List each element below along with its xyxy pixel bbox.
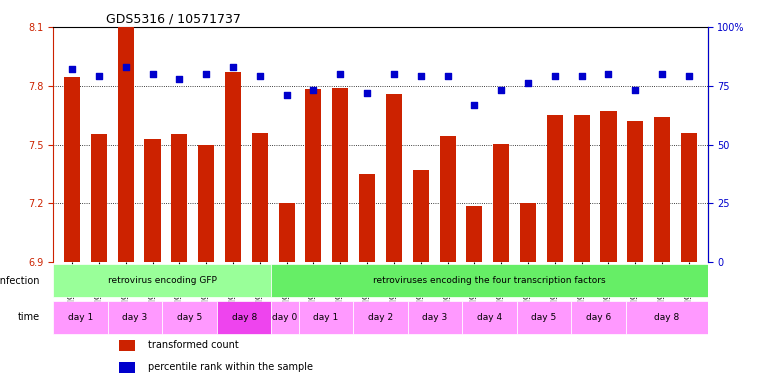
Text: day 2: day 2: [368, 313, 393, 322]
Bar: [171, 134, 187, 262]
Point: [227, 64, 239, 70]
Text: day 0: day 0: [272, 313, 298, 322]
Bar: [279, 204, 295, 262]
Point: [522, 80, 534, 86]
FancyBboxPatch shape: [162, 301, 217, 334]
Bar: [119, 362, 135, 373]
Point: [575, 73, 587, 79]
FancyBboxPatch shape: [53, 301, 108, 334]
FancyBboxPatch shape: [272, 301, 299, 334]
Bar: [493, 144, 509, 262]
Bar: [600, 111, 616, 262]
Bar: [520, 204, 536, 262]
Point: [683, 73, 695, 79]
FancyBboxPatch shape: [108, 301, 162, 334]
Bar: [654, 117, 670, 262]
Bar: [466, 206, 482, 262]
Text: transformed count: transformed count: [148, 340, 239, 350]
Point: [307, 88, 320, 94]
Text: day 8: day 8: [654, 313, 680, 322]
Bar: [91, 134, 107, 262]
Text: day 3: day 3: [422, 313, 447, 322]
Point: [441, 73, 454, 79]
Bar: [412, 170, 428, 262]
Point: [468, 101, 480, 108]
Bar: [333, 88, 349, 262]
Bar: [386, 94, 402, 262]
Text: retrovirus encoding GFP: retrovirus encoding GFP: [108, 276, 217, 285]
Text: day 3: day 3: [123, 313, 148, 322]
FancyBboxPatch shape: [517, 301, 572, 334]
Bar: [681, 133, 697, 262]
Bar: [118, 27, 134, 262]
Point: [656, 71, 668, 77]
Text: day 5: day 5: [531, 313, 557, 322]
Point: [119, 64, 132, 70]
FancyBboxPatch shape: [299, 301, 353, 334]
Point: [388, 71, 400, 77]
Bar: [547, 115, 563, 262]
Bar: [198, 145, 214, 262]
Point: [253, 73, 266, 79]
Point: [415, 73, 427, 79]
FancyBboxPatch shape: [353, 301, 408, 334]
Point: [200, 71, 212, 77]
FancyBboxPatch shape: [272, 264, 708, 297]
Bar: [64, 77, 80, 262]
Point: [361, 90, 373, 96]
Bar: [145, 139, 161, 262]
Point: [281, 92, 293, 98]
FancyBboxPatch shape: [463, 301, 517, 334]
Text: percentile rank within the sample: percentile rank within the sample: [148, 362, 314, 372]
Point: [549, 73, 561, 79]
Bar: [119, 339, 135, 351]
Point: [495, 88, 508, 94]
Text: day 1: day 1: [314, 313, 339, 322]
FancyBboxPatch shape: [53, 264, 272, 297]
Text: day 1: day 1: [68, 313, 93, 322]
Bar: [225, 72, 241, 262]
Text: day 6: day 6: [586, 313, 611, 322]
FancyBboxPatch shape: [408, 301, 463, 334]
Bar: [252, 133, 268, 262]
Text: day 4: day 4: [477, 313, 502, 322]
FancyBboxPatch shape: [217, 301, 272, 334]
Point: [629, 88, 642, 94]
Bar: [359, 174, 375, 262]
Point: [603, 71, 615, 77]
Bar: [574, 115, 590, 262]
Text: infection: infection: [0, 276, 40, 286]
Point: [146, 71, 158, 77]
Point: [174, 76, 186, 82]
Text: day 8: day 8: [231, 313, 256, 322]
FancyBboxPatch shape: [626, 301, 708, 334]
FancyBboxPatch shape: [572, 301, 626, 334]
Point: [334, 71, 346, 77]
Bar: [440, 136, 456, 262]
Text: day 5: day 5: [177, 313, 202, 322]
Text: time: time: [18, 313, 40, 323]
Text: GDS5316 / 10571737: GDS5316 / 10571737: [106, 13, 240, 26]
Bar: [627, 121, 643, 262]
Point: [66, 66, 78, 72]
Point: [93, 73, 105, 79]
Bar: [305, 89, 321, 262]
Text: retroviruses encoding the four transcription factors: retroviruses encoding the four transcrip…: [373, 276, 606, 285]
